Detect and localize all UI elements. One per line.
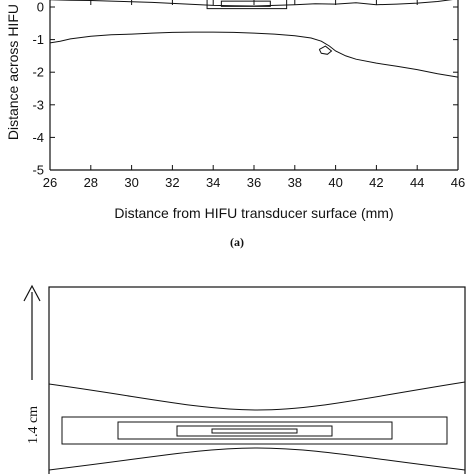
- scale-bar-label: 1.4 cm: [26, 406, 41, 444]
- x-tick-label: 36: [247, 175, 261, 190]
- series-line-3: [318, 45, 333, 55]
- y-tick-label: -4: [32, 130, 44, 145]
- outer-lesion-rect: [61, 416, 448, 445]
- x-tick-label: 46: [451, 175, 465, 190]
- x-tick-label: 34: [206, 175, 220, 190]
- core-lesion-rect: [211, 428, 298, 434]
- schematic-panel: 1.4 cm: [23, 284, 466, 474]
- x-tick-label: 26: [43, 175, 57, 190]
- upper-boundary-curve: [48, 381, 466, 411]
- y-tick-label: 0: [37, 0, 44, 15]
- y-ticks: 0 -1 -2 -3 -4 -5: [32, 0, 458, 178]
- y-axis-title: Distance across HIFU: [5, 4, 21, 140]
- series-layer: [50, 0, 458, 78]
- inner-lesion-rect: [176, 425, 333, 437]
- x-tick-label: 44: [410, 175, 424, 190]
- x-tick-label: 38: [288, 175, 302, 190]
- panel-label-a: (a): [230, 235, 244, 249]
- middle-lesion-rect: [117, 421, 393, 440]
- series-line-2: [50, 31, 458, 78]
- x-tick-label: 28: [84, 175, 98, 190]
- y-tick-label: -3: [32, 97, 44, 112]
- scale-bar-arrowhead: [23, 284, 41, 302]
- x-ticks: 26 28 30 32 34 36 38 40 42 44 46: [43, 0, 465, 190]
- plot-rect-1: [206, 0, 288, 10]
- y-tick-label: -1: [32, 32, 44, 47]
- x-tick-label: 40: [328, 175, 342, 190]
- y-tick-label: -5: [32, 163, 44, 178]
- plot-panel-a: 26 28 30 32 34 36 38 40 42 44 46 0 -1 -2 -3 -4 -5 Dista…: [5, 0, 465, 221]
- schematic-frame: [48, 286, 466, 474]
- x-axis-title: Distance from HIFU transducer surface (m…: [114, 205, 393, 221]
- x-tick-label: 32: [165, 175, 179, 190]
- x-tick-label: 30: [124, 175, 138, 190]
- lower-boundary-curve: [48, 447, 466, 471]
- x-tick-label: 42: [369, 175, 383, 190]
- y-tick-label: -2: [32, 65, 44, 80]
- plot-rect-2: [220, 0, 271, 7]
